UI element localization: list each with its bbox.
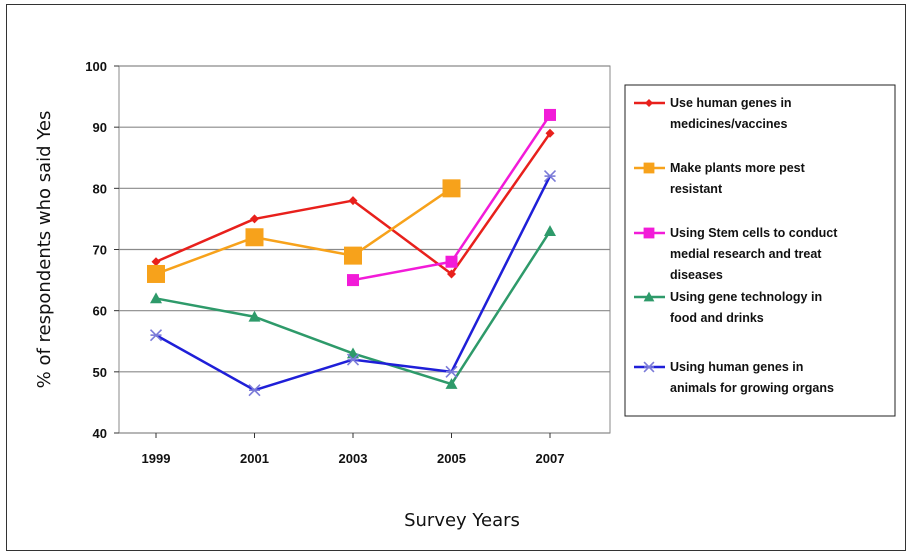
gridlines — [119, 65, 610, 434]
data-point-series-5 — [445, 365, 458, 378]
legend-label: Use human genes in — [670, 96, 792, 110]
data-point-series-1 — [545, 128, 555, 138]
data-point-series-2 — [147, 264, 165, 283]
data-point-series-2 — [442, 179, 461, 198]
legend-swatch-marker — [643, 361, 655, 373]
legend-label: medicines/vaccines — [670, 117, 787, 131]
data-point-series-4 — [544, 225, 556, 236]
chart-frame: 40 50 60 70 80 90 100 1999 2001 2003 2005 2007 % o… — [6, 4, 906, 551]
line-chart: 40 50 60 70 80 90 100 1999 2001 2003 2005 2007 % o… — [34, 59, 896, 531]
data-point-series-5 — [346, 353, 360, 366]
legend-box — [624, 84, 896, 417]
data-point-series-4 — [445, 378, 458, 389]
y-tick-label: 90 — [93, 120, 107, 135]
data-point-series-4 — [150, 292, 162, 304]
data-point-series-5 — [149, 329, 163, 342]
legend-entry: Using Stem cells to conduct medial resear… — [634, 226, 838, 282]
y-tick-label: 70 — [93, 243, 107, 258]
data-point-series-1 — [447, 269, 456, 279]
legend-label: Using gene technology in — [670, 290, 822, 304]
x-tick-label: 2001 — [240, 451, 269, 466]
data-point-series-2 — [245, 228, 264, 247]
legend-label: Using Stem cells to conduct — [670, 226, 838, 240]
y-tick-label: 60 — [93, 304, 107, 319]
legend-label: diseases — [670, 268, 723, 282]
data-point-series-5 — [248, 384, 261, 397]
data-point-series-5 — [543, 170, 557, 183]
legend-label: medial research and treat — [670, 247, 822, 261]
y-tick-label: 40 — [93, 426, 107, 441]
data-point-series-1 — [250, 214, 259, 224]
legend-entry: Make plants more pest resistant — [634, 161, 806, 196]
y-axis-label: % of respondents who said Yes — [34, 111, 55, 389]
y-tick-label: 50 — [93, 365, 107, 380]
legend-entry: Using gene technology in food and drinks — [634, 290, 822, 325]
legend-label: food and drinks — [670, 311, 764, 325]
legend-swatch-marker — [643, 291, 655, 302]
data-point-series-1 — [348, 196, 358, 206]
data-point-series-2 — [344, 246, 362, 265]
legend: Use human genes in medicines/vaccines Make… — [624, 84, 896, 417]
y-tick-label: 100 — [85, 59, 107, 74]
x-tick-label: 2003 — [339, 451, 368, 466]
legend-label: resistant — [670, 182, 723, 196]
legend-entry: Use human genes in medicines/vaccines — [634, 96, 792, 131]
legend-swatch-marker — [643, 227, 655, 239]
x-axis-label: Survey Years — [404, 510, 520, 531]
y-axis-ticks: 40 50 60 70 80 90 100 — [85, 59, 119, 441]
y-tick-label: 80 — [93, 181, 107, 196]
series-markers — [147, 108, 557, 397]
x-tick-label: 1999 — [142, 451, 171, 466]
legend-label: Make plants more pest — [670, 161, 806, 175]
data-point-series-3 — [347, 274, 359, 287]
legend-swatch-marker — [644, 98, 654, 108]
legend-label: Using human genes in — [670, 360, 803, 374]
data-point-series-3 — [544, 108, 556, 121]
series-line-2 — [155, 187, 453, 276]
legend-label: animals for growing organs — [670, 381, 834, 395]
data-point-series-3 — [445, 255, 458, 268]
x-tick-label: 2005 — [437, 451, 466, 466]
data-point-series-4 — [248, 310, 261, 322]
x-tick-label: 2007 — [536, 451, 565, 466]
legend-entry: Using human genes in animals for growing … — [634, 360, 834, 395]
data-point-series-1 — [151, 257, 161, 267]
legend-swatch-marker — [643, 162, 655, 174]
x-axis-ticks: 1999 2001 2003 2005 2007 — [142, 433, 565, 466]
